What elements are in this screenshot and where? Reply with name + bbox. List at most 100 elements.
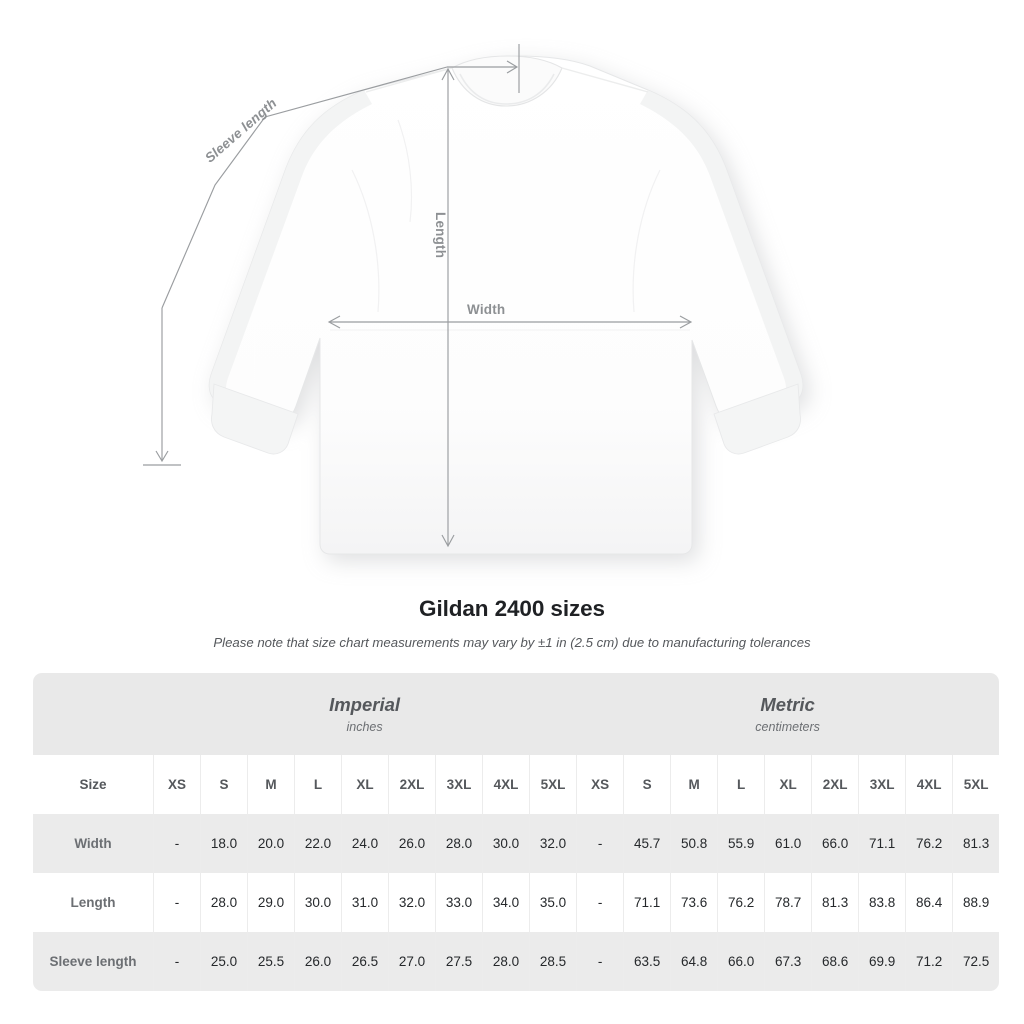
unit-group-header-row: Imperial inches Metric centimeters <box>33 673 1000 755</box>
size-header-cell-metric-s: S <box>623 755 671 814</box>
unit-group-name: Metric <box>760 694 815 716</box>
garment-illustration: Sleeve length Length Width <box>143 44 804 555</box>
cell-length-imperial-l: 30.0 <box>294 873 341 932</box>
cell-sleeve-length-imperial-s: 25.0 <box>200 932 247 991</box>
right-sleeve-shading <box>640 90 803 404</box>
table-row: Length -28.0 29.0 30.0 31.0 32.0 33.0 34.0 35.0-… <box>33 873 1000 932</box>
cell-width-imperial-4xl: 30.0 <box>482 814 529 873</box>
table-row: Width -18.0 20.0 22.0 24.0 26.0 28.0 30.0 32.0-4… <box>33 814 1000 873</box>
unit-group-header-imperial: Imperial inches <box>153 673 577 755</box>
cell-length-metric-m: 73.6 <box>670 873 718 932</box>
cell-sleeve-length-metric-xl: 67.3 <box>764 932 812 991</box>
size-header-label-cell: Size <box>33 755 153 814</box>
cell-sleeve-length-imperial-xs: - <box>153 932 200 991</box>
size-header-cell-imperial-l: L <box>294 755 341 814</box>
size-header-cell-imperial-5xl: 5XL <box>529 755 577 814</box>
cell-width-metric-2xl: 66.0 <box>811 814 859 873</box>
cell-sleeve-length-imperial-2xl: 27.0 <box>388 932 435 991</box>
tolerance-note: Please note that size chart measurements… <box>213 635 811 650</box>
shirt-diagram-svg <box>143 44 804 555</box>
sleeve-length-arrowhead <box>155 450 169 463</box>
chart-heading: Gildan 2400 sizes Please note that size … <box>0 596 1024 650</box>
row-label-width: Width <box>33 814 153 873</box>
shirt-body-group <box>208 55 804 555</box>
cell-length-metric-3xl: 83.8 <box>858 873 906 932</box>
width-arrow-right <box>679 315 693 329</box>
cell-width-imperial-3xl: 28.0 <box>435 814 482 873</box>
cell-length-imperial-m: 29.0 <box>247 873 294 932</box>
cell-sleeve-length-metric-2xl: 68.6 <box>811 932 859 991</box>
cell-sleeve-length-imperial-5xl: 28.5 <box>529 932 577 991</box>
cell-length-imperial-2xl: 32.0 <box>388 873 435 932</box>
cell-width-metric-4xl: 76.2 <box>905 814 953 873</box>
left-shoulder-seam <box>365 67 453 93</box>
cell-sleeve-length-metric-m: 64.8 <box>670 932 718 991</box>
cell-width-metric-3xl: 71.1 <box>858 814 906 873</box>
cell-length-imperial-4xl: 34.0 <box>482 873 529 932</box>
row-label-sleeve-length: Sleeve length <box>33 932 153 991</box>
cell-length-imperial-s: 28.0 <box>200 873 247 932</box>
left-cuff <box>211 383 299 455</box>
cell-length-imperial-xl: 31.0 <box>341 873 388 932</box>
size-header-cell-metric-4xl: 4XL <box>905 755 953 814</box>
fabric-folds <box>330 119 690 331</box>
cell-sleeve-length-metric-4xl: 71.2 <box>905 932 953 991</box>
cell-length-imperial-3xl: 33.0 <box>435 873 482 932</box>
dimension-lines <box>143 44 693 548</box>
size-chart-table: Imperial inches Metric centimeters Size XS S M L… <box>33 673 1000 991</box>
left-sleeve-shading <box>209 90 372 404</box>
cell-length-metric-xl: 78.7 <box>764 873 812 932</box>
cell-length-metric-s: 71.1 <box>623 873 671 932</box>
size-header-cell-metric-xl: XL <box>764 755 812 814</box>
right-cuff <box>713 383 801 455</box>
unit-group-unit: centimeters <box>755 719 820 734</box>
cell-length-metric-5xl: 88.9 <box>952 873 1000 932</box>
shirt-outline-path <box>208 55 804 555</box>
size-header-cell-imperial-xl: XL <box>341 755 388 814</box>
cell-length-metric-xs: - <box>576 873 624 932</box>
cell-sleeve-length-metric-3xl: 69.9 <box>858 932 906 991</box>
size-chart-table-container: Imperial inches Metric centimeters Size XS S M L… <box>33 673 1000 991</box>
unit-group-name: Imperial <box>329 694 401 716</box>
size-header-cell-imperial-s: S <box>200 755 247 814</box>
size-header-row: Size XS S M L XL 2XL 3XL 4XL 5XL XS S M L XL 2XL 3XL 4XL 5… <box>33 755 1000 814</box>
cell-width-imperial-m: 20.0 <box>247 814 294 873</box>
cell-length-imperial-xs: - <box>153 873 200 932</box>
size-header-cell-metric-l: L <box>717 755 765 814</box>
collar-outer <box>451 55 563 107</box>
size-header-cell-imperial-xs: XS <box>153 755 200 814</box>
size-header-cell-imperial-2xl: 2XL <box>388 755 435 814</box>
cell-sleeve-length-metric-l: 66.0 <box>717 932 765 991</box>
width-arrow-left <box>327 315 341 329</box>
size-header-cell-imperial-m: M <box>247 755 294 814</box>
cell-sleeve-length-metric-xs: - <box>576 932 624 991</box>
row-label-length: Length <box>33 873 153 932</box>
cell-sleeve-length-metric-5xl: 72.5 <box>952 932 1000 991</box>
cell-width-imperial-5xl: 32.0 <box>529 814 577 873</box>
cell-sleeve-length-imperial-xl: 26.5 <box>341 932 388 991</box>
cell-width-imperial-l: 22.0 <box>294 814 341 873</box>
unit-header-spacer-cell <box>33 673 153 755</box>
cell-width-metric-xs: - <box>576 814 624 873</box>
cell-length-metric-l: 76.2 <box>717 873 765 932</box>
cell-sleeve-length-imperial-m: 25.5 <box>247 932 294 991</box>
size-header-cell-metric-m: M <box>670 755 718 814</box>
page-title: Gildan 2400 sizes <box>419 596 605 621</box>
length-arrow-bottom <box>441 534 455 548</box>
cell-sleeve-length-imperial-4xl: 28.0 <box>482 932 529 991</box>
length-arrow-top <box>441 67 455 81</box>
cell-width-imperial-2xl: 26.0 <box>388 814 435 873</box>
cell-length-metric-2xl: 81.3 <box>811 873 859 932</box>
cell-sleeve-length-imperial-l: 26.0 <box>294 932 341 991</box>
cell-width-imperial-xl: 24.0 <box>341 814 388 873</box>
cell-width-metric-5xl: 81.3 <box>952 814 1000 873</box>
cell-width-metric-m: 50.8 <box>670 814 718 873</box>
cell-width-metric-xl: 61.0 <box>764 814 812 873</box>
width-dimension-label: Width <box>467 302 506 317</box>
size-header-cell-metric-3xl: 3XL <box>858 755 906 814</box>
size-header-cell-metric-5xl: 5XL <box>952 755 1000 814</box>
cell-length-imperial-5xl: 35.0 <box>529 873 577 932</box>
sleeve-length-diagonal <box>161 66 448 309</box>
unit-group-header-metric: Metric centimeters <box>576 673 1000 755</box>
size-header-cell-metric-xs: XS <box>576 755 624 814</box>
